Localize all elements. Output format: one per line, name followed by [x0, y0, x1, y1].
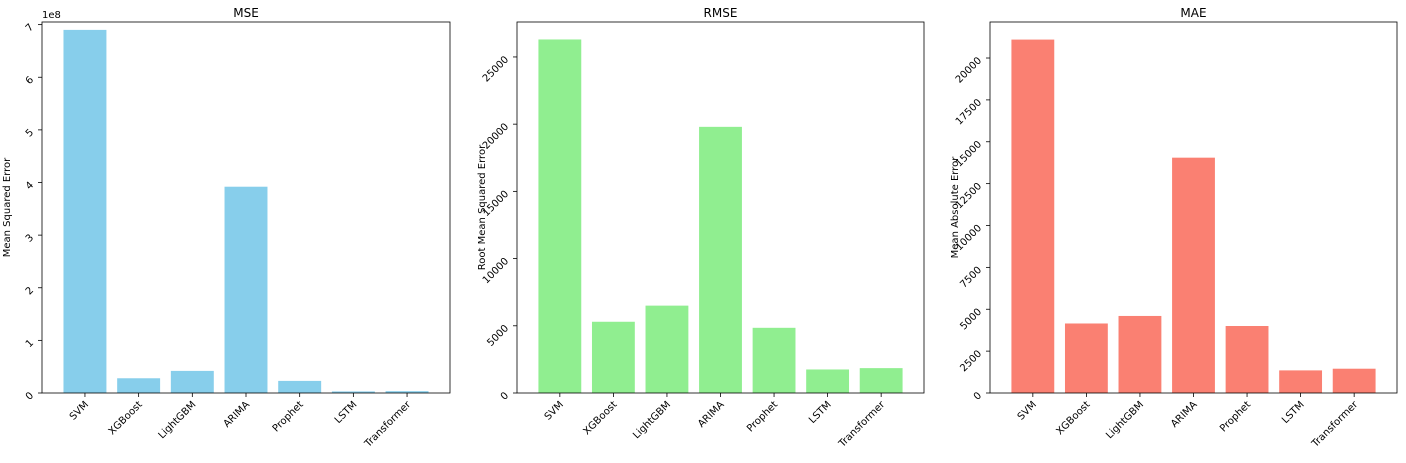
mse-panel: 0 1 2 3 4 5 6 7 SVM XGBoost LightGBM ARIMA Prophet LS…: [2, 6, 451, 451]
bar-rmse-transformer: [859, 368, 903, 393]
x-tick-label: Transformer: [1309, 399, 1361, 451]
bar-mse-transformer: [385, 391, 429, 393]
bar-rmse-arima: [699, 126, 742, 393]
x-tick-label: XGBoost: [1054, 399, 1092, 437]
x-tick-label: SVM: [1016, 399, 1039, 422]
y-tick-label: 6: [24, 75, 36, 87]
x-tick-label: ARIMA: [1169, 399, 1200, 430]
y-tick-label: 0: [24, 390, 36, 402]
y-tick-label: 5000: [958, 307, 984, 333]
x-tick-label: LSTM: [333, 399, 360, 426]
bar-mae-prophet: [1225, 326, 1269, 393]
x-tick-label: Transformer: [836, 399, 888, 451]
mse-title: MSE: [233, 6, 259, 20]
offset-label: 1e8: [42, 10, 61, 21]
y-tick-label: 1: [24, 338, 36, 350]
x-tick-label: Transformer: [362, 399, 414, 451]
x-tick-label: ARIMA: [222, 399, 253, 430]
bar-rmse-svm: [538, 39, 582, 393]
x-tick-label: LightGBM: [157, 399, 199, 441]
x-tick-label: XGBoost: [107, 399, 145, 437]
y-tick-label: 0: [972, 390, 984, 402]
x-tick-label: Prophet: [745, 399, 780, 434]
bar-mae-svm: [1011, 39, 1055, 393]
bar-rmse-prophet: [752, 327, 796, 393]
mae-ylabel: Mean Absolute Error: [950, 156, 961, 259]
bar-rmse-lightgbm: [645, 305, 689, 393]
x-tick-label: LSTM: [807, 399, 834, 426]
y-tick-label: 25000: [481, 54, 511, 84]
y-tick-label: 0: [499, 390, 511, 402]
bar-mse-xgboost: [117, 378, 161, 393]
bar-mae-lstm: [1279, 370, 1323, 393]
x-tick-label: Prophet: [271, 399, 306, 434]
bar-mse-lightgbm: [170, 370, 214, 393]
y-tick-label: 4: [24, 180, 36, 192]
y-tick-label: 17500: [954, 97, 984, 127]
y-tick-label: 2500: [958, 348, 984, 374]
bar-rmse-xgboost: [591, 321, 635, 393]
y-tick-label: 5000: [485, 323, 511, 349]
x-tick-label: SVM: [543, 399, 566, 422]
y-tick-label: 7500: [958, 265, 984, 291]
x-tick-label: ARIMA: [696, 399, 727, 430]
y-tick-label: 3: [24, 232, 36, 244]
x-tick-label: LSTM: [1280, 399, 1307, 426]
rmse-ylabel: Root Mean Squared Error: [477, 144, 488, 270]
bar-mae-xgboost: [1064, 323, 1108, 393]
bar-mse-arima: [224, 186, 268, 393]
bar-mse-prophet: [278, 380, 322, 393]
bar-mse-lstm: [331, 391, 375, 393]
bar-mae-transformer: [1332, 368, 1376, 393]
x-tick-label: XGBoost: [581, 399, 619, 437]
mae-title: MAE: [1180, 6, 1206, 20]
mse-ylabel: Mean Squared Error: [2, 157, 13, 257]
bar-rmse-lstm: [806, 369, 850, 393]
bar-mae-arima: [1172, 157, 1215, 393]
y-tick-label: 20000: [954, 55, 984, 85]
y-tick-label: 5: [24, 127, 36, 139]
rmse-title: RMSE: [704, 6, 738, 20]
x-tick-label: LightGBM: [1104, 399, 1146, 441]
mae-panel: 02500500075001000012500150001750020000SV…: [950, 6, 1398, 451]
x-tick-label: Prophet: [1218, 399, 1253, 434]
y-tick-label: 7: [24, 22, 36, 34]
bar-mse-svm: [63, 29, 107, 394]
y-tick-label: 2: [24, 285, 36, 297]
bar-mae-lightgbm: [1118, 315, 1162, 393]
x-tick-label: SVM: [68, 399, 91, 422]
x-tick-label: LightGBM: [631, 399, 673, 441]
